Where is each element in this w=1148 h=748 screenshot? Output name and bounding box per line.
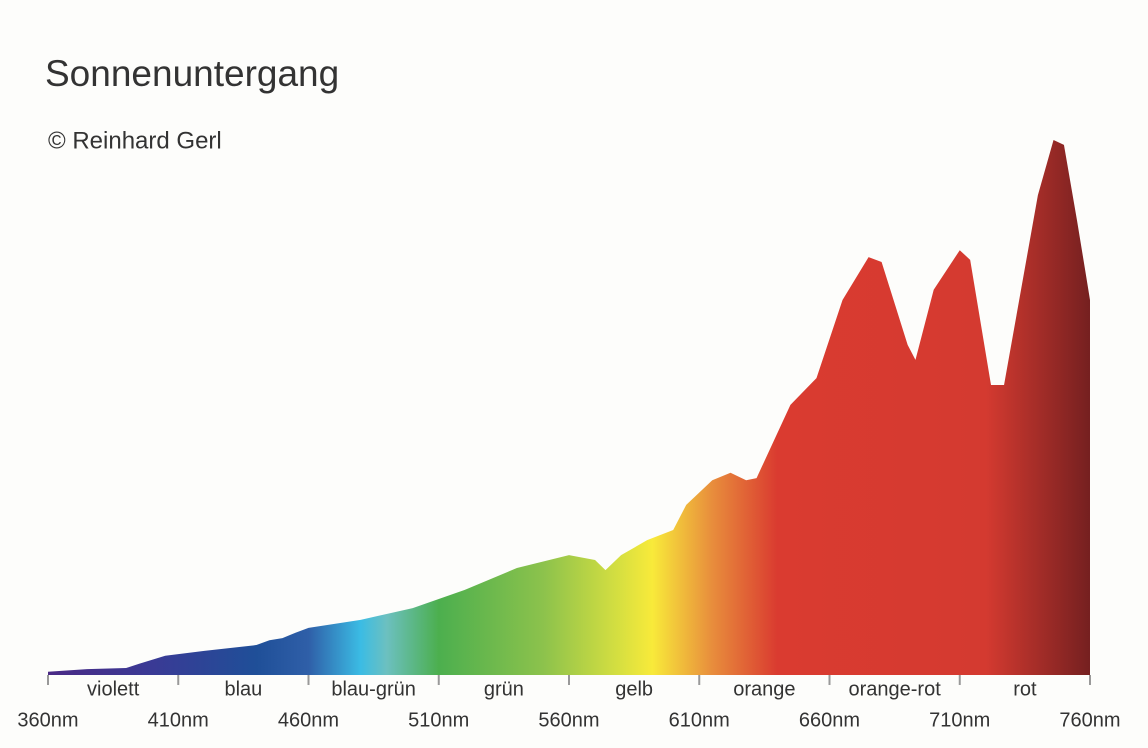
band-label: gelb — [615, 678, 653, 700]
band-label: blau-grün — [331, 678, 416, 700]
chart-subtitle: © Reinhard Gerl — [48, 127, 222, 154]
spectrum-area — [48, 140, 1090, 675]
x-tick-label: 560nm — [538, 709, 599, 731]
x-tick-label: 410nm — [148, 709, 209, 731]
x-tick-label: 610nm — [669, 709, 730, 731]
x-tick-label: 510nm — [408, 709, 469, 731]
band-label: grün — [484, 678, 524, 700]
x-tick-label: 660nm — [799, 709, 860, 731]
x-tick-label: 760nm — [1059, 709, 1120, 731]
band-label: violett — [87, 678, 140, 700]
x-tick-label: 460nm — [278, 709, 339, 731]
chart-title: Sonnenuntergang — [45, 53, 339, 94]
band-label: rot — [1013, 678, 1037, 700]
band-label: orange-rot — [848, 678, 941, 700]
band-label: blau — [224, 678, 262, 700]
band-label: orange — [733, 678, 795, 700]
x-tick-label: 360nm — [17, 709, 78, 731]
x-tick-label: 710nm — [929, 709, 990, 731]
